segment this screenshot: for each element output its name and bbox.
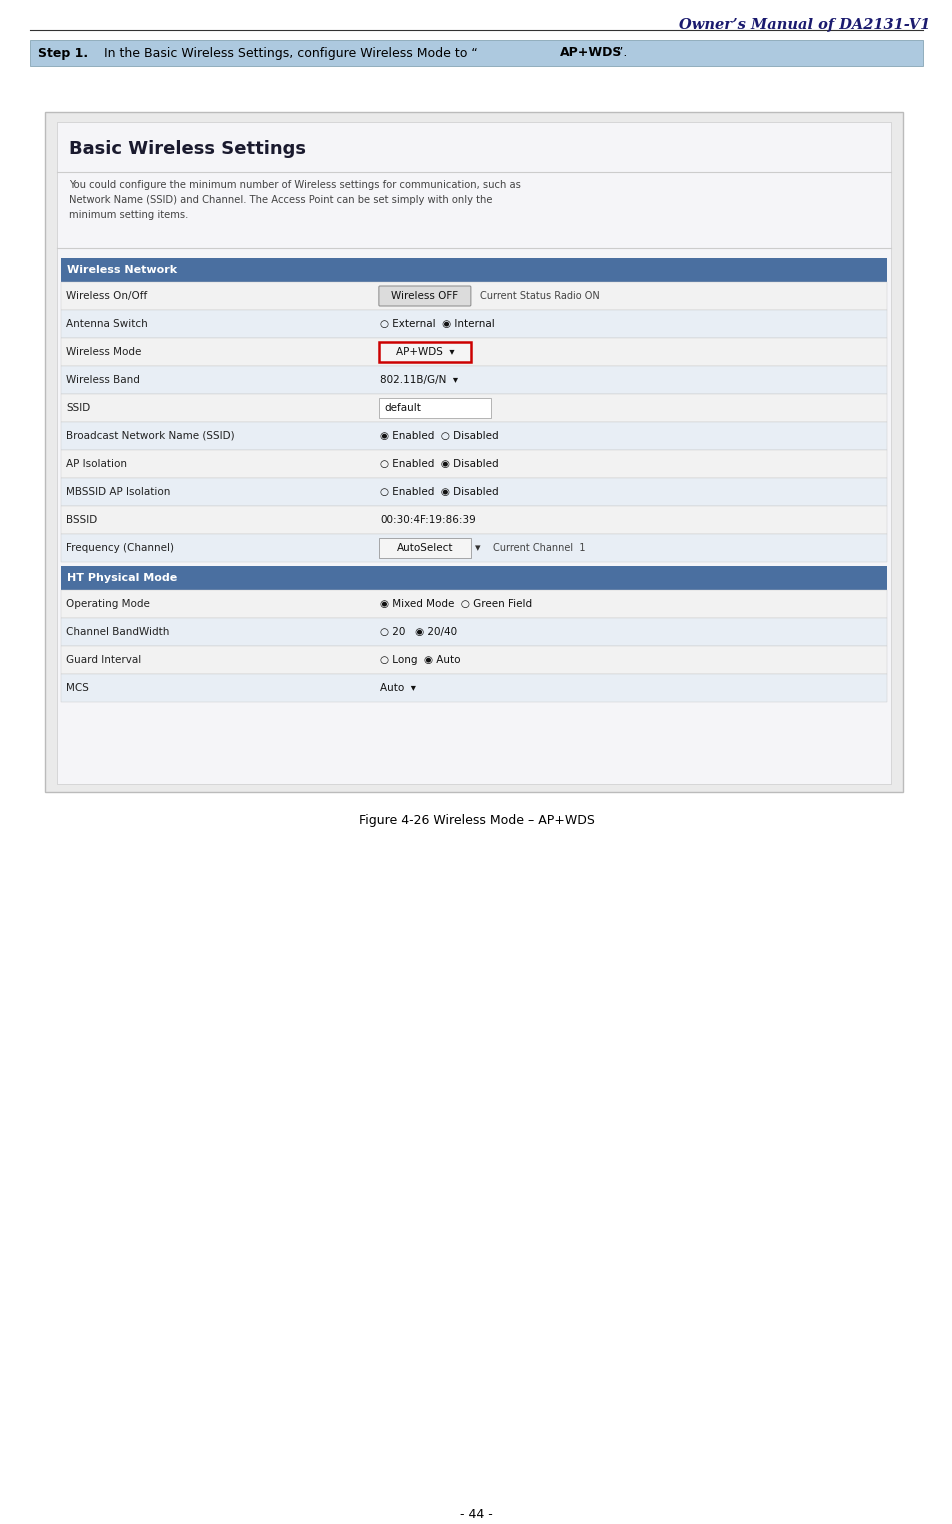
Text: AP Isolation: AP Isolation bbox=[66, 459, 127, 469]
FancyBboxPatch shape bbox=[379, 538, 470, 558]
FancyBboxPatch shape bbox=[379, 287, 470, 306]
Text: HT Physical Mode: HT Physical Mode bbox=[67, 573, 177, 584]
Text: AP+WDS  ▾: AP+WDS ▾ bbox=[395, 347, 454, 357]
Text: SSID: SSID bbox=[66, 402, 90, 413]
Text: 802.11B/G/N  ▾: 802.11B/G/N ▾ bbox=[380, 375, 458, 386]
Text: AP+WDS: AP+WDS bbox=[560, 47, 622, 59]
Text: AutoSelect: AutoSelect bbox=[396, 543, 452, 553]
FancyBboxPatch shape bbox=[379, 341, 470, 363]
Text: Wireless Mode: Wireless Mode bbox=[66, 347, 141, 357]
Text: Operating Mode: Operating Mode bbox=[66, 599, 149, 610]
Text: Current Channel  1: Current Channel 1 bbox=[492, 543, 585, 553]
Text: In the Basic Wireless Settings, configure Wireless Mode to “: In the Basic Wireless Settings, configur… bbox=[96, 47, 477, 59]
Text: ◉ Enabled  ○ Disabled: ◉ Enabled ○ Disabled bbox=[380, 431, 498, 440]
FancyBboxPatch shape bbox=[61, 506, 886, 533]
FancyBboxPatch shape bbox=[61, 450, 886, 479]
FancyBboxPatch shape bbox=[61, 395, 886, 422]
Text: ○ Enabled  ◉ Disabled: ○ Enabled ◉ Disabled bbox=[380, 459, 498, 469]
Text: ○ Long  ◉ Auto: ○ Long ◉ Auto bbox=[380, 655, 460, 664]
Text: ”.: ”. bbox=[616, 47, 626, 59]
Text: Channel BandWidth: Channel BandWidth bbox=[66, 626, 169, 637]
Text: Wireless Network: Wireless Network bbox=[67, 265, 177, 274]
Text: Frequency (Channel): Frequency (Channel) bbox=[66, 543, 174, 553]
FancyBboxPatch shape bbox=[61, 619, 886, 646]
Text: ○ 20   ◉ 20/40: ○ 20 ◉ 20/40 bbox=[380, 626, 457, 637]
Text: Figure 4-26 Wireless Mode – AP+WDS: Figure 4-26 Wireless Mode – AP+WDS bbox=[358, 814, 594, 828]
Text: Auto  ▾: Auto ▾ bbox=[380, 683, 415, 693]
Text: Basic Wireless Settings: Basic Wireless Settings bbox=[69, 140, 306, 158]
FancyBboxPatch shape bbox=[61, 646, 886, 674]
Text: You could configure the minimum number of Wireless settings for communication, s: You could configure the minimum number o… bbox=[69, 180, 521, 219]
FancyBboxPatch shape bbox=[61, 533, 886, 562]
Text: Broadcast Network Name (SSID): Broadcast Network Name (SSID) bbox=[66, 431, 234, 440]
Text: ○ Enabled  ◉ Disabled: ○ Enabled ◉ Disabled bbox=[380, 488, 498, 497]
Text: Wireless Band: Wireless Band bbox=[66, 375, 140, 386]
Text: Wireless OFF: Wireless OFF bbox=[391, 291, 458, 302]
Text: default: default bbox=[384, 402, 421, 413]
FancyBboxPatch shape bbox=[45, 111, 902, 792]
Text: - 44 -: - 44 - bbox=[460, 1509, 492, 1521]
Text: Antenna Switch: Antenna Switch bbox=[66, 319, 148, 329]
Text: Current Status Radio ON: Current Status Radio ON bbox=[480, 291, 599, 302]
FancyBboxPatch shape bbox=[61, 422, 886, 450]
Text: MBSSID AP Isolation: MBSSID AP Isolation bbox=[66, 488, 170, 497]
Text: Wireless On/Off: Wireless On/Off bbox=[66, 291, 148, 302]
FancyBboxPatch shape bbox=[61, 565, 886, 590]
Text: Step 1.: Step 1. bbox=[38, 47, 88, 59]
FancyBboxPatch shape bbox=[61, 309, 886, 338]
Text: MCS: MCS bbox=[66, 683, 89, 693]
Text: Owner’s Manual of DA2131-V1: Owner’s Manual of DA2131-V1 bbox=[678, 18, 929, 32]
Text: Guard Interval: Guard Interval bbox=[66, 655, 141, 664]
FancyBboxPatch shape bbox=[30, 40, 922, 66]
FancyBboxPatch shape bbox=[61, 258, 886, 282]
Text: ○ External  ◉ Internal: ○ External ◉ Internal bbox=[380, 319, 494, 329]
FancyBboxPatch shape bbox=[379, 398, 490, 418]
Text: 00:30:4F:19:86:39: 00:30:4F:19:86:39 bbox=[380, 515, 475, 524]
Text: BSSID: BSSID bbox=[66, 515, 97, 524]
Text: ▾: ▾ bbox=[474, 543, 480, 553]
FancyBboxPatch shape bbox=[61, 590, 886, 619]
FancyBboxPatch shape bbox=[61, 338, 886, 366]
FancyBboxPatch shape bbox=[57, 122, 890, 783]
FancyBboxPatch shape bbox=[61, 479, 886, 506]
Text: ◉ Mixed Mode  ○ Green Field: ◉ Mixed Mode ○ Green Field bbox=[380, 599, 531, 610]
FancyBboxPatch shape bbox=[61, 282, 886, 309]
FancyBboxPatch shape bbox=[61, 674, 886, 703]
FancyBboxPatch shape bbox=[61, 366, 886, 395]
